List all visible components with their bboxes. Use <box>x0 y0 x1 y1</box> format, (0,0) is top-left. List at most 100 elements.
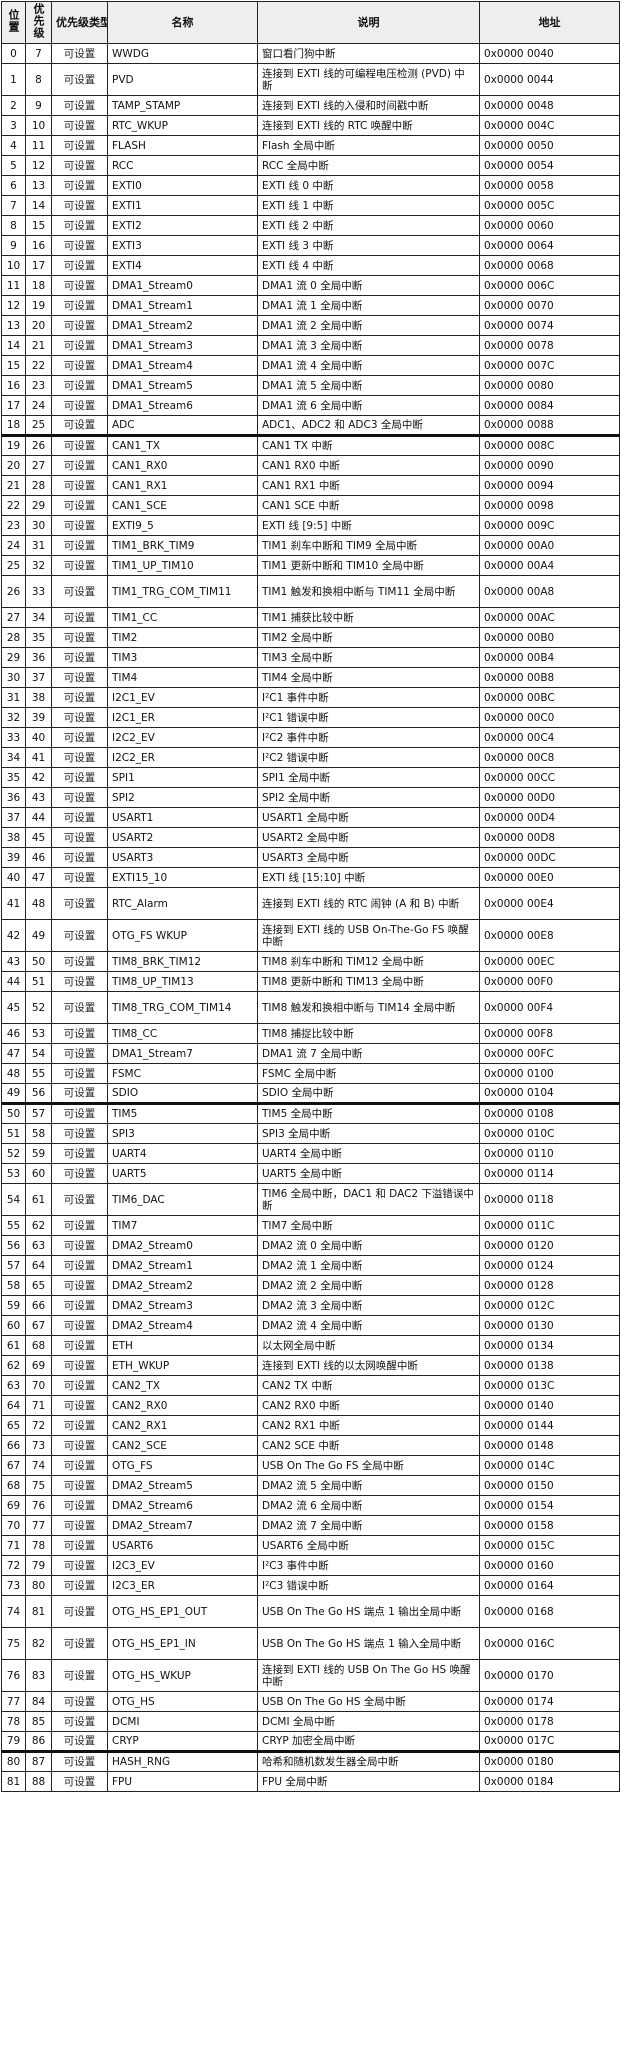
table-row: 61 68 可设置 ETH 以太网全局中断 0x0000 0134 <box>1 1335 620 1356</box>
table-row: 7 14 可设置 EXTI1 EXTI 线 1 中断 0x0000 005C <box>1 195 620 216</box>
cell-address: 0x0000 007C <box>479 355 620 376</box>
table-row: 31 38 可设置 I2C1_EV I²C1 事件中断 0x0000 00BC <box>1 687 620 708</box>
cell-address: 0x0000 0064 <box>479 235 620 256</box>
table-row: 21 28 可设置 CAN1_RX1 CAN1 RX1 中断 0x0000 0094 <box>1 475 620 496</box>
cell-description: I²C1 事件中断 <box>257 687 480 708</box>
cell-position: 7 <box>1 195 26 216</box>
cell-position: 10 <box>1 255 26 276</box>
table-row: 0 7 可设置 WWDG 窗口看门狗中断 0x0000 0040 <box>1 43 620 64</box>
cell-priority: 76 <box>25 1495 52 1516</box>
cell-priority-type: 可设置 <box>51 1535 108 1556</box>
cell-priority: 25 <box>25 415 52 436</box>
cell-priority-type: 可设置 <box>51 215 108 236</box>
cell-name: WWDG <box>107 43 258 64</box>
table-row: 42 49 可设置 OTG_FS WKUP 连接到 EXTI 线的 USB On-The… <box>1 919 620 952</box>
cell-priority-type: 可设置 <box>51 175 108 196</box>
cell-description: I²C3 错误中断 <box>257 1575 480 1596</box>
cell-priority-type: 可设置 <box>51 1731 108 1752</box>
cell-name: DMA1_Stream3 <box>107 335 258 356</box>
cell-description: DMA2 流 0 全局中断 <box>257 1235 480 1256</box>
cell-position: 74 <box>1 1595 26 1628</box>
cell-priority-type: 可设置 <box>51 1063 108 1084</box>
cell-position: 33 <box>1 727 26 748</box>
cell-priority: 15 <box>25 215 52 236</box>
cell-priority: 47 <box>25 867 52 888</box>
table-row: 53 60 可设置 UART5 UART5 全局中断 0x0000 0114 <box>1 1163 620 1184</box>
cell-priority: 33 <box>25 575 52 608</box>
cell-name: CAN2_RX0 <box>107 1395 258 1416</box>
table-body: 0 7 可设置 WWDG 窗口看门狗中断 0x0000 0040 1 8 可设置 PVD 连接到 E… <box>1 43 620 1792</box>
cell-address: 0x0000 00C0 <box>479 707 620 728</box>
cell-priority-type: 可设置 <box>51 1375 108 1396</box>
header-description: 说明 <box>257 1 480 44</box>
cell-priority-type: 可设置 <box>51 1395 108 1416</box>
cell-name: FPU <box>107 1771 258 1792</box>
cell-description: USART1 全局中断 <box>257 807 480 828</box>
cell-name: DMA1_Stream2 <box>107 315 258 336</box>
cell-priority: 68 <box>25 1335 52 1356</box>
cell-name: CAN1_RX0 <box>107 455 258 476</box>
cell-address: 0x0000 0118 <box>479 1183 620 1216</box>
cell-priority-type: 可设置 <box>51 395 108 416</box>
cell-priority: 20 <box>25 315 52 336</box>
table-row: 57 64 可设置 DMA2_Stream1 DMA2 流 1 全局中断 0x0000 0… <box>1 1255 620 1276</box>
table-row: 2 9 可设置 TAMP_STAMP 连接到 EXTI 线的入侵和时间戳中断 0x0000… <box>1 95 620 116</box>
table-row: 70 77 可设置 DMA2_Stream7 DMA2 流 7 全局中断 0x0000 0… <box>1 1515 620 1536</box>
cell-position: 30 <box>1 667 26 688</box>
cell-address: 0x0000 0178 <box>479 1711 620 1732</box>
cell-priority: 35 <box>25 627 52 648</box>
cell-name: SPI1 <box>107 767 258 788</box>
cell-name: DMA2_Stream6 <box>107 1495 258 1516</box>
cell-position: 58 <box>1 1275 26 1296</box>
table-row: 36 43 可设置 SPI2 SPI2 全局中断 0x0000 00D0 <box>1 787 620 808</box>
cell-priority: 37 <box>25 667 52 688</box>
cell-description: TIM6 全局中断，DAC1 和 DAC2 下溢错误中断 <box>257 1183 480 1216</box>
table-row: 30 37 可设置 TIM4 TIM4 全局中断 0x0000 00B8 <box>1 667 620 688</box>
cell-priority-type: 可设置 <box>51 1102 108 1124</box>
cell-address: 0x0000 00B0 <box>479 627 620 648</box>
cell-address: 0x0000 014C <box>479 1455 620 1476</box>
cell-description: UART4 全局中断 <box>257 1143 480 1164</box>
cell-name: ETH_WKUP <box>107 1355 258 1376</box>
cell-address: 0x0000 0080 <box>479 375 620 396</box>
cell-description: CAN2 RX1 中断 <box>257 1415 480 1436</box>
cell-position: 47 <box>1 1043 26 1064</box>
table-row: 72 79 可设置 I2C3_EV I²C3 事件中断 0x0000 0160 <box>1 1555 620 1576</box>
cell-position: 35 <box>1 767 26 788</box>
cell-priority: 14 <box>25 195 52 216</box>
cell-address: 0x0000 011C <box>479 1215 620 1236</box>
cell-position: 43 <box>1 951 26 972</box>
cell-priority-type: 可设置 <box>51 63 108 96</box>
cell-name: EXTI3 <box>107 235 258 256</box>
table-row: 4 11 可设置 FLASH Flash 全局中断 0x0000 0050 <box>1 135 620 156</box>
cell-position: 79 <box>1 1731 26 1752</box>
cell-priority: 40 <box>25 727 52 748</box>
cell-name: TIM8_TRG_COM_TIM14 <box>107 991 258 1024</box>
cell-name: TIM2 <box>107 627 258 648</box>
cell-address: 0x0000 00F4 <box>479 991 620 1024</box>
table-row: 35 42 可设置 SPI1 SPI1 全局中断 0x0000 00CC <box>1 767 620 788</box>
cell-name: TIM8_BRK_TIM12 <box>107 951 258 972</box>
cell-description: EXTI 线 [9:5] 中断 <box>257 515 480 536</box>
table-row: 78 85 可设置 DCMI DCMI 全局中断 0x0000 0178 <box>1 1711 620 1732</box>
cell-priority: 86 <box>25 1731 52 1752</box>
cell-address: 0x0000 00A0 <box>479 535 620 556</box>
cell-description: DMA1 流 6 全局中断 <box>257 395 480 416</box>
cell-name: I2C1_EV <box>107 687 258 708</box>
cell-priority-type: 可设置 <box>51 847 108 868</box>
cell-priority: 65 <box>25 1275 52 1296</box>
cell-address: 0x0000 00D0 <box>479 787 620 808</box>
cell-name: USART3 <box>107 847 258 868</box>
cell-position: 17 <box>1 395 26 416</box>
cell-address: 0x0000 0174 <box>479 1691 620 1712</box>
table-row: 13 20 可设置 DMA1_Stream2 DMA1 流 2 全局中断 0x0000 0… <box>1 315 620 336</box>
cell-name: I2C3_ER <box>107 1575 258 1596</box>
cell-position: 40 <box>1 867 26 888</box>
cell-name: UART4 <box>107 1143 258 1164</box>
table-row: 8 15 可设置 EXTI2 EXTI 线 2 中断 0x0000 0060 <box>1 215 620 236</box>
cell-priority-type: 可设置 <box>51 747 108 768</box>
cell-name: I2C2_EV <box>107 727 258 748</box>
cell-position: 76 <box>1 1659 26 1692</box>
cell-name: DMA2_Stream4 <box>107 1315 258 1336</box>
cell-address: 0x0000 0054 <box>479 155 620 176</box>
